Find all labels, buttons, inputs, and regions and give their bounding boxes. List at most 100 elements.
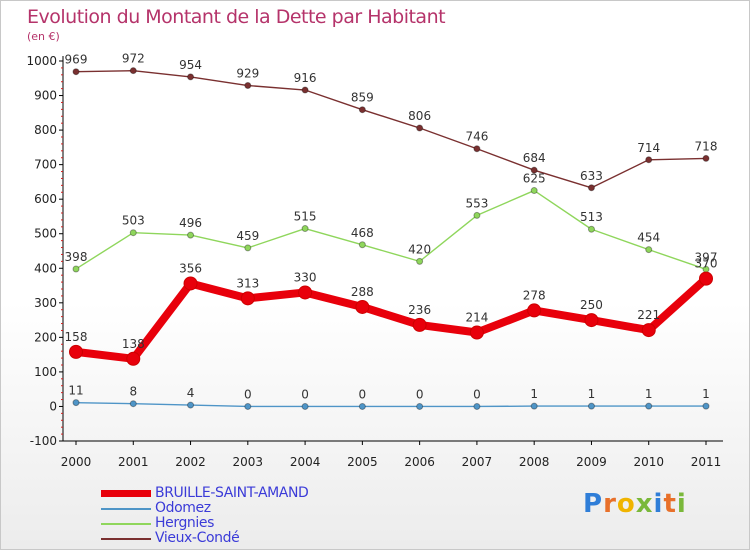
data-point-odomez: [358, 402, 366, 410]
data-label-odomez: 0: [244, 387, 252, 401]
data-point-hergnies: [530, 187, 538, 195]
data-point-vieux-conde: [72, 68, 80, 76]
data-label-hergnies: 420: [408, 242, 431, 256]
data-point-hergnies: [187, 231, 195, 239]
data-label-bruille: 214: [465, 311, 488, 325]
data-point-bruille: [126, 351, 141, 366]
data-label-vieux-conde: 684: [523, 151, 546, 165]
data-point-bruille: [699, 271, 713, 286]
x-tick-label: 2007: [462, 455, 493, 469]
data-label-hergnies: 515: [294, 210, 317, 224]
data-label-vieux-conde: 718: [695, 139, 718, 153]
data-point-bruille: [584, 313, 599, 328]
legend-swatch-hergnies: [101, 523, 151, 525]
data-point-odomez: [301, 402, 309, 410]
y-tick-label: 1000: [26, 54, 57, 68]
data-label-bruille: 138: [122, 337, 145, 351]
x-tick-label: 2003: [233, 455, 264, 469]
y-tick-label: 500: [34, 227, 57, 241]
data-point-vieux-conde: [358, 106, 366, 114]
data-point-odomez: [72, 399, 80, 407]
data-label-vieux-conde: 929: [236, 67, 259, 81]
x-tick-label: 2008: [519, 455, 550, 469]
legend-label-vieux-conde: Vieux-Condé: [155, 530, 240, 546]
data-point-hergnies: [129, 229, 137, 237]
data-point-vieux-conde: [301, 86, 309, 94]
data-label-vieux-conde: 633: [580, 169, 603, 183]
data-label-hergnies: 625: [523, 172, 546, 186]
y-tick-label: 300: [34, 296, 57, 310]
data-label-hergnies: 553: [465, 196, 488, 210]
data-point-bruille: [183, 276, 198, 291]
x-tick-label: 2009: [576, 455, 607, 469]
data-label-hergnies: 513: [580, 210, 603, 224]
data-point-vieux-conde: [530, 166, 538, 174]
data-point-vieux-conde: [473, 145, 481, 153]
data-point-odomez: [416, 402, 424, 410]
logo-letter: r: [603, 489, 617, 519]
data-point-odomez: [244, 402, 252, 410]
logo-letter: P: [583, 489, 604, 519]
data-label-hergnies: 496: [179, 216, 202, 230]
y-tick-label: 900: [34, 89, 57, 103]
chart-title: Evolution du Montant de la Dette par Hab…: [27, 6, 446, 28]
data-label-bruille: 330: [294, 270, 317, 284]
data-point-hergnies: [416, 257, 424, 265]
data-point-odomez: [587, 402, 595, 410]
data-label-odomez: 4: [187, 386, 195, 400]
logo-letter: i: [653, 489, 664, 519]
legend-swatch-bruille: [101, 490, 151, 497]
data-point-bruille: [527, 303, 542, 318]
data-point-bruille: [412, 317, 427, 332]
data-point-vieux-conde: [587, 184, 595, 192]
x-tick-label: 2005: [347, 455, 378, 469]
series-line-bruille: [75, 275, 709, 363]
data-point-odomez: [702, 402, 710, 410]
x-tick-label: 2011: [691, 455, 722, 469]
data-point-odomez: [645, 402, 653, 410]
data-label-hergnies: 397: [695, 250, 718, 264]
series-bruille: [69, 271, 713, 366]
data-label-bruille: 158: [65, 330, 88, 344]
data-point-vieux-conde: [702, 154, 710, 162]
y-tick-label: 800: [34, 123, 57, 137]
data-label-vieux-conde: 916: [294, 71, 317, 85]
data-point-vieux-conde: [416, 124, 424, 132]
data-label-bruille: 236: [408, 303, 431, 317]
data-label-bruille: 250: [580, 298, 603, 312]
x-tick-label: 2010: [633, 455, 664, 469]
y-tick-label: 0: [49, 399, 57, 413]
data-label-odomez: 11: [68, 384, 83, 398]
data-point-hergnies: [72, 265, 80, 273]
y-tick-label: 100: [34, 365, 57, 379]
x-tick-label: 2002: [175, 455, 206, 469]
data-label-odomez: 1: [645, 387, 653, 401]
series-hergnies: [72, 187, 710, 273]
data-label-bruille: 370: [695, 257, 718, 271]
data-label-hergnies: 503: [122, 214, 145, 228]
x-tick-label: 2001: [118, 455, 149, 469]
data-point-hergnies: [358, 241, 366, 249]
data-label-vieux-conde: 969: [65, 53, 88, 67]
data-point-vieux-conde: [187, 73, 195, 81]
data-point-odomez: [187, 401, 195, 409]
data-point-bruille: [240, 291, 255, 306]
data-label-vieux-conde: 714: [637, 141, 660, 155]
data-point-bruille: [641, 323, 656, 338]
data-label-bruille: 288: [351, 285, 374, 299]
proxiti-logo: Proxiti: [583, 489, 687, 519]
data-point-odomez: [473, 402, 481, 410]
data-point-hergnies: [301, 225, 309, 233]
data-label-bruille: 356: [179, 261, 202, 275]
x-tick-label: 2000: [61, 455, 92, 469]
data-point-hergnies: [244, 244, 252, 252]
y-tick-label: 400: [34, 261, 57, 275]
y-tick-label: -100: [30, 434, 57, 448]
data-label-odomez: 0: [473, 387, 481, 401]
data-point-hergnies: [473, 211, 481, 219]
data-point-vieux-conde: [244, 82, 252, 90]
legend-swatch-vieux-conde: [101, 538, 151, 540]
data-label-bruille: 221: [637, 308, 660, 322]
data-point-bruille: [298, 285, 313, 300]
